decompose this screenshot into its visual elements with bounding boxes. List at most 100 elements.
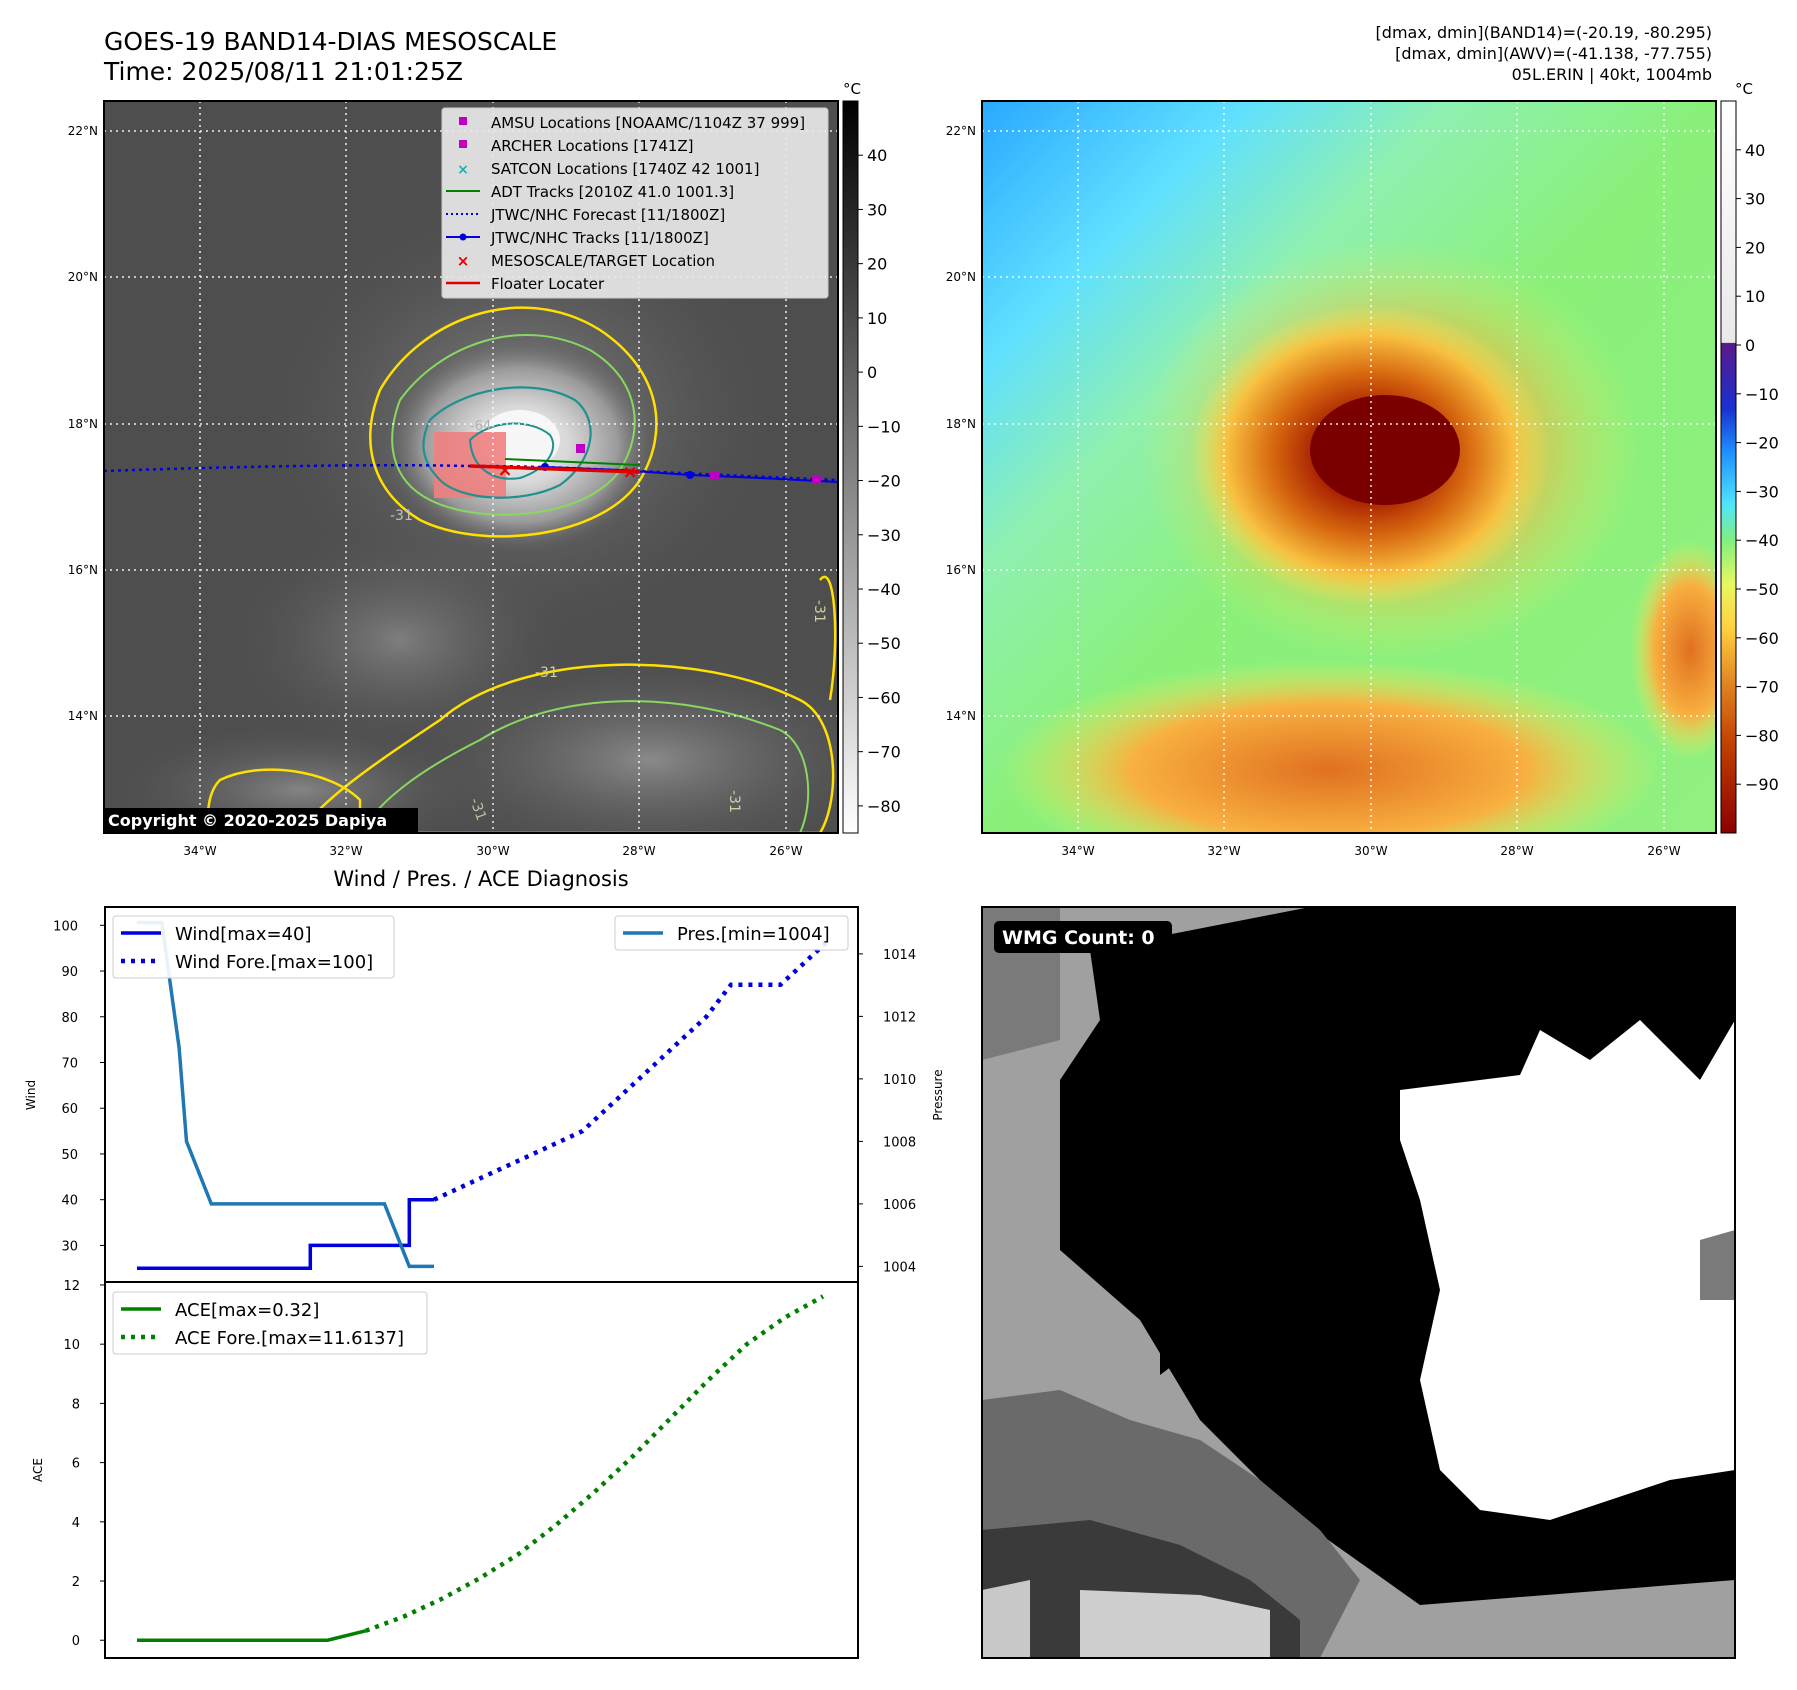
svg-text:°C: °C xyxy=(843,80,861,98)
colorbar-tick-label: 40 xyxy=(867,146,887,165)
svg-text:20°N: 20°N xyxy=(946,270,976,284)
contour-label: -64 xyxy=(470,419,491,434)
wind-forecast-series xyxy=(433,937,832,1202)
colorbar-tick-label: 20 xyxy=(867,255,887,274)
legend-tracks: JTWC/NHC Tracks [11/1800Z] xyxy=(490,229,709,247)
pressure-tick-label: 1010 xyxy=(883,1073,916,1088)
ace-series xyxy=(137,1629,367,1642)
svg-text:26°W: 26°W xyxy=(769,844,802,858)
amsu-marker-2 xyxy=(812,475,821,484)
awv-lat-ticks: 22°N 20°N 18°N 16°N 14°N xyxy=(946,124,976,723)
wind-tick-label: 60 xyxy=(61,1102,78,1117)
colorbar-tick-label: −40 xyxy=(1745,531,1779,550)
svg-text:26°W: 26°W xyxy=(1647,844,1680,858)
wind-tick-label: 100 xyxy=(53,919,78,934)
colorbar-tick-label: 30 xyxy=(867,200,887,219)
wmg-panel: WMG Count: 0 xyxy=(981,906,1736,1659)
svg-text:30°W: 30°W xyxy=(476,844,509,858)
archer-marker xyxy=(576,444,585,453)
ace-chart: ACE 12 10 8 6 4 2 0 ACE[max=0.32] ACE Fore.[ma… xyxy=(31,1279,859,1659)
dmax-awv: [dmax, dmin](AWV)=(-41.138, -77.755) xyxy=(1395,44,1712,63)
svg-text:32°W: 32°W xyxy=(329,844,362,858)
contour-label: -31 xyxy=(726,790,742,813)
colorbar-tick-label: 20 xyxy=(1745,238,1765,257)
ir-legend: AMSU Locations [NOAAMC/1104Z 37 999] ARC… xyxy=(441,107,829,299)
legend-floater: Floater Locater xyxy=(491,275,605,293)
ace-legend: ACE[max=0.32] ACE Fore.[max=11.6137] xyxy=(112,1291,428,1355)
adt-track xyxy=(504,458,641,466)
dmax-band14: [dmax, dmin](BAND14)=(-20.19, -80.295) xyxy=(1376,23,1712,42)
colorbar-tick-label: 40 xyxy=(1745,141,1765,160)
pressure-tick-label: 1004 xyxy=(883,1260,916,1275)
diagnosis-title: Wind / Pres. / ACE Diagnosis xyxy=(333,867,628,891)
colorbar-tick-label: 0 xyxy=(1745,336,1755,355)
colorbar-tick-label: −60 xyxy=(867,688,901,707)
colorbar-tick-label: −90 xyxy=(1745,775,1779,794)
colorbar-tick-label: 10 xyxy=(867,309,887,328)
figure-title: GOES-19 BAND14-DIAS MESOSCALE xyxy=(104,27,557,56)
legend-mesoscale: MESOSCALE/TARGET Location xyxy=(491,252,715,270)
wind-tick-label: 40 xyxy=(61,1194,78,1209)
ir-lat-ticks: 22°N 20°N 18°N 16°N 14°N xyxy=(68,124,98,723)
svg-text:18°N: 18°N xyxy=(946,417,976,431)
copyright: Copyright © 2020-2025 Dapiya xyxy=(108,811,387,830)
contour-label: -31 xyxy=(390,508,413,524)
svg-text:34°W: 34°W xyxy=(183,844,216,858)
ace-tick-label: 4 xyxy=(72,1516,80,1531)
colorbar-tick-label: −50 xyxy=(1745,580,1779,599)
ir-panel: × × -64 -31 -31 -31 -31 -31 AMSU Locatio… xyxy=(68,80,901,858)
pressure-tick-label: 1008 xyxy=(883,1135,916,1150)
colorbar-tick-label: −10 xyxy=(1745,385,1779,404)
colorbar-tick-label: −40 xyxy=(867,580,901,599)
colorbar-tick-label: −20 xyxy=(1745,434,1779,453)
svg-text:16°N: 16°N xyxy=(946,563,976,577)
legend-wind: Wind[max=40] xyxy=(175,924,312,945)
contour-label: -31 xyxy=(811,600,827,623)
svg-text:×: × xyxy=(457,252,470,270)
colorbar-tick-label: −30 xyxy=(867,526,901,545)
ir-lon-ticks: 34°W 32°W 30°W 28°W 26°W xyxy=(183,844,802,858)
awv-image xyxy=(982,101,1716,833)
legend-adt: ADT Tracks [2010Z 41.0 1001.3] xyxy=(491,183,734,201)
mesoscale-target-marker-2: × xyxy=(622,462,637,483)
legend-amsu: AMSU Locations [NOAAMC/1104Z 37 999] xyxy=(491,114,805,132)
svg-text:16°N: 16°N xyxy=(68,563,98,577)
pressure-tick-label: 1012 xyxy=(883,1010,916,1025)
colorbar-tick-label: −20 xyxy=(867,472,901,491)
wind-axis-label: Wind xyxy=(24,1080,38,1110)
colorbar-tick-label: −80 xyxy=(1745,726,1779,745)
svg-text:°C: °C xyxy=(1735,80,1753,98)
awv-panel: 22°N 20°N 18°N 16°N 14°N 34°W 32°W 30°W … xyxy=(946,80,1779,858)
wind-legend: Wind[max=40] Wind Fore.[max=100] xyxy=(112,915,395,979)
pressure-series xyxy=(137,920,434,1269)
legend-pressure: Pres.[min=1004] xyxy=(677,924,830,945)
storm-info: 05L.ERIN | 40kt, 1004mb xyxy=(1512,65,1712,84)
wind-tick-label: 30 xyxy=(61,1239,78,1254)
colorbar-tick-label: −10 xyxy=(867,417,901,436)
colorbar-tick-label: −60 xyxy=(1745,629,1779,648)
svg-text:14°N: 14°N xyxy=(68,709,98,723)
mesoscale-target-marker: × xyxy=(497,460,512,481)
ace-tick-label: 0 xyxy=(72,1634,80,1649)
wind-tick-label: 50 xyxy=(61,1148,78,1163)
legend-ace: ACE[max=0.32] xyxy=(175,1300,319,1321)
legend-satcon: SATCON Locations [1740Z 42 1001] xyxy=(491,160,759,178)
colorbar-tick-label: −30 xyxy=(1745,482,1779,501)
contour-label: -31 xyxy=(535,665,558,681)
contour-label: -31 xyxy=(466,796,489,823)
svg-text:×: × xyxy=(457,162,469,178)
copyright-box xyxy=(104,808,418,832)
colorbar-tick-label: 0 xyxy=(867,363,877,382)
svg-text:28°W: 28°W xyxy=(1500,844,1533,858)
colorbar-tick-label: −70 xyxy=(867,743,901,762)
legend-wind-forecast: Wind Fore.[max=100] xyxy=(175,952,373,973)
wind-pres-chart: Wind / Pres. / ACE Diagnosis Wind Pressu… xyxy=(24,867,945,1283)
figure-time: Time: 2025/08/11 21:01:25Z xyxy=(103,57,463,86)
ace-tick-label: 10 xyxy=(63,1338,80,1353)
ace-tick-label: 6 xyxy=(72,1457,80,1472)
svg-text:22°N: 22°N xyxy=(68,124,98,138)
legend-forecast: JTWC/NHC Forecast [11/1800Z] xyxy=(490,206,725,224)
ace-tick-label: 12 xyxy=(63,1279,80,1294)
svg-text:28°W: 28°W xyxy=(622,844,655,858)
